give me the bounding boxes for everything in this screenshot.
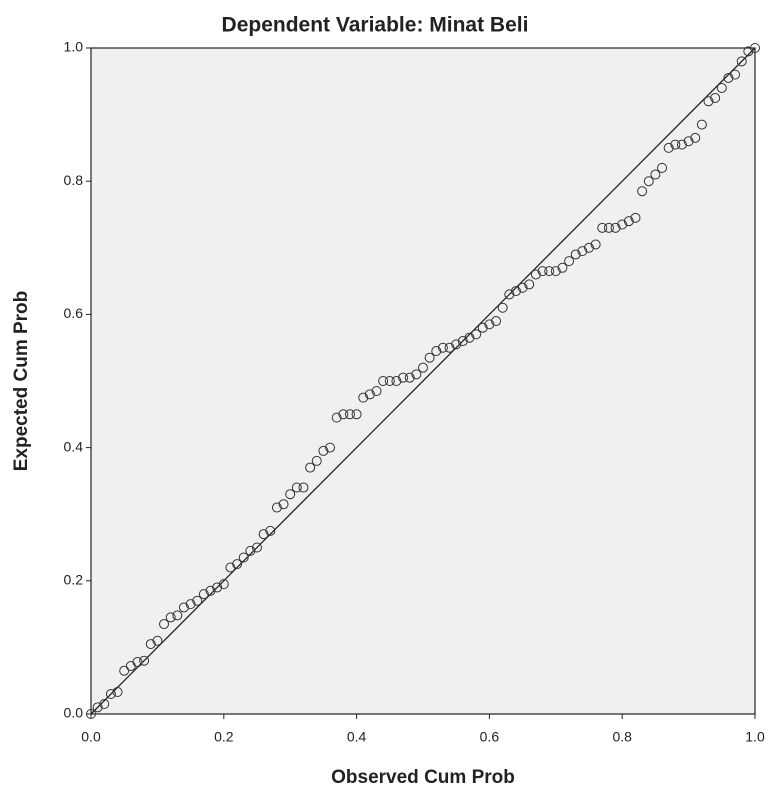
y-tick-label: 0.4 (64, 438, 84, 454)
y-tick-label: 0.0 (64, 705, 84, 721)
x-axis-label: Observed Cum Prob (331, 767, 515, 788)
y-tick-label: 0.2 (64, 572, 84, 588)
y-axis-label: Expected Cum Prob (11, 291, 32, 472)
x-tick-label: 0.6 (480, 729, 500, 745)
x-tick-label: 0.4 (347, 729, 367, 745)
y-tick-label: 1.0 (64, 39, 84, 55)
chart: Dependent Variable: Minat Beli Observed … (0, 0, 773, 790)
x-tick-label: 0.2 (214, 729, 234, 745)
x-tick-label: 0.8 (612, 729, 632, 745)
x-tick-label: 1.0 (745, 729, 765, 745)
x-tick-label: 0.0 (81, 729, 101, 745)
y-tick-label: 0.6 (64, 305, 84, 321)
chart-title: Dependent Variable: Minat Beli (222, 14, 529, 37)
y-tick-label: 0.8 (64, 172, 84, 188)
